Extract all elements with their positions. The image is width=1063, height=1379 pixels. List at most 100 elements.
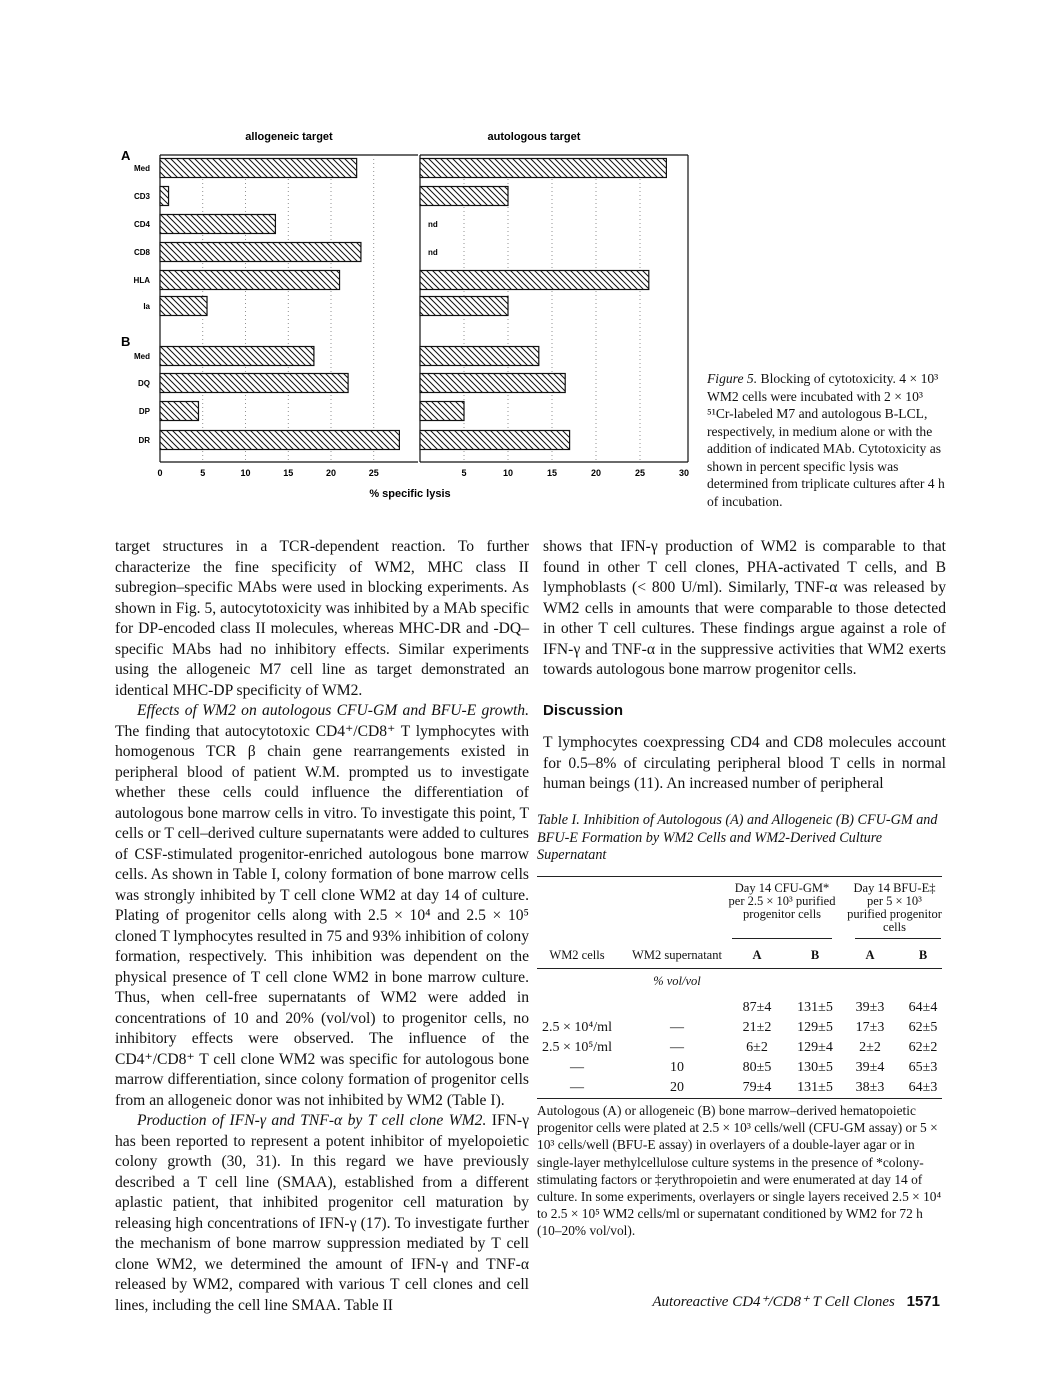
table-cell: 129±5 [797, 1020, 833, 1035]
table-cell: 2.5 × 10⁵/ml [542, 1040, 612, 1055]
table-title: Table I. Inhibition of Autologous (A) an… [537, 812, 938, 863]
bar [159, 185, 170, 207]
bar [159, 241, 362, 263]
x-tick-label: 20 [591, 468, 601, 478]
discussion-heading: Discussion [543, 701, 624, 719]
bar [419, 269, 650, 291]
bar [159, 269, 341, 291]
x-tick-label: 10 [503, 468, 513, 478]
category-label: Med [134, 164, 150, 173]
category-label: DP [139, 407, 151, 416]
x-tick-label: 15 [283, 468, 293, 478]
column-header: A [865, 948, 875, 962]
table-cell: 2±2 [859, 1040, 881, 1055]
units-row: % vol/vol [653, 974, 701, 988]
table-cell: 80±5 [742, 1060, 772, 1075]
nd-label: nd [428, 220, 438, 229]
table-cell: 20 [670, 1080, 684, 1095]
category-label: HLA [134, 276, 151, 285]
bar [419, 400, 465, 422]
table-cell: 6±2 [746, 1040, 768, 1055]
x-tick-label: 5 [200, 468, 205, 478]
paragraph: shows that IFN-γ production of WM2 is co… [543, 538, 946, 678]
panel-title: autologous target [488, 131, 581, 143]
x-tick-label: 25 [369, 468, 379, 478]
bar [159, 400, 200, 422]
nd-label: nd [428, 248, 438, 257]
table-cell: 131±5 [797, 1000, 833, 1015]
paragraph: target structures in a TCR-dependent rea… [115, 538, 529, 699]
table-cell: 79±4 [742, 1080, 772, 1095]
x-tick-label: 0 [157, 468, 162, 478]
x-tick-label: 5 [461, 468, 466, 478]
figure-caption-text: Blocking of cytotoxicity. 4 × 10³ WM2 ce… [707, 371, 945, 509]
left-column: target structures in a TCR-dependent rea… [115, 537, 529, 1316]
table-cell: 39±3 [855, 1000, 885, 1015]
table-cell: 130±5 [797, 1060, 833, 1075]
bar [419, 157, 667, 179]
category-label: CD3 [134, 192, 151, 201]
group-header-bfu-e: Day 14 BFU-E‡ per 5 × 10³ purified proge… [847, 881, 942, 934]
bar [159, 213, 277, 235]
bar [419, 345, 540, 367]
category-label: Med [134, 352, 150, 361]
table-note: Autologous (A) or allogeneic (B) bone ma… [537, 1103, 942, 1239]
category-label: CD8 [134, 248, 151, 257]
page-number: 1571 [906, 1293, 940, 1310]
x-tick-label: 30 [679, 468, 689, 478]
bar [419, 185, 509, 207]
group-label: B [121, 334, 130, 349]
table-cell: — [570, 1060, 584, 1075]
paragraph-text: IFN-γ has been reported to represent a p… [115, 1112, 530, 1314]
table-cell: 10 [670, 1060, 684, 1075]
paragraph: Effects of WM2 on autologous CFU-GM and … [115, 701, 529, 1111]
figure-label: Figure 5. [707, 371, 758, 386]
bar [419, 372, 566, 394]
paragraph: Production of IFN-γ and TNF-α by T cell … [115, 1111, 529, 1316]
section-run-in-heading: Effects of WM2 on autologous CFU-GM and … [137, 702, 529, 719]
category-label: CD4 [134, 220, 151, 229]
column-header: A [752, 948, 762, 962]
table-1: Day 14 CFU-GM* per 2.5 × 10³ purified pr… [537, 870, 942, 1100]
x-tick-label: 20 [326, 468, 336, 478]
bar [419, 429, 571, 451]
table-cell: 17±3 [855, 1020, 885, 1035]
bar [159, 157, 358, 179]
column-header: WM2 supernatant [632, 948, 722, 962]
table-cell: 38±3 [855, 1080, 885, 1095]
paragraph-text: The finding that autocytotoxic CD4⁺/CD8⁺… [115, 722, 529, 1109]
bar [159, 372, 349, 394]
table-cell: 64±4 [908, 1000, 938, 1015]
column-header: B [810, 948, 820, 962]
x-tick-label: 15 [547, 468, 557, 478]
column-header: WM2 cells [549, 948, 605, 962]
table-cell: 131±5 [797, 1080, 833, 1095]
bar [159, 295, 208, 317]
panel-title: allogeneic target [245, 131, 333, 143]
x-axis-label: % specific lysis [369, 488, 450, 500]
x-tick-label: 10 [240, 468, 250, 478]
table-cell: — [570, 1080, 584, 1095]
category-label: DQ [138, 379, 150, 388]
bar [159, 345, 315, 367]
bar [419, 295, 509, 317]
figure-5-chart: 0 5 10 15 20 25 allogeneic target Med CD3 CD4 CD8 H… [121, 131, 689, 500]
table-cell: 87±4 [742, 1000, 772, 1015]
table-cell: 21±2 [742, 1020, 772, 1035]
section-run-in-heading: Production of IFN-γ and TNF-α by T cell … [137, 1112, 487, 1129]
column-header: B [918, 948, 928, 962]
table-cell: — [670, 1020, 684, 1035]
table-cell: 129±4 [797, 1040, 833, 1055]
table-cell: 62±2 [908, 1040, 938, 1055]
table-cell: 39±4 [855, 1060, 885, 1075]
group-header-cfu-gm: Day 14 CFU-GM* per 2.5 × 10³ purified pr… [728, 881, 836, 921]
table-cell: 65±3 [908, 1060, 938, 1075]
running-title: Autoreactive CD4⁺/CD8⁺ T Cell Clones [652, 1294, 895, 1310]
bar [159, 429, 400, 451]
figure-caption: Figure 5. Blocking of cytotoxicity. 4 × … [707, 370, 952, 510]
table-cell: — [670, 1040, 684, 1055]
right-column: shows that IFN-γ production of WM2 is co… [543, 537, 946, 795]
x-tick-label: 25 [635, 468, 645, 478]
table-cell: 64±3 [908, 1080, 938, 1095]
category-label: DR [138, 436, 150, 445]
